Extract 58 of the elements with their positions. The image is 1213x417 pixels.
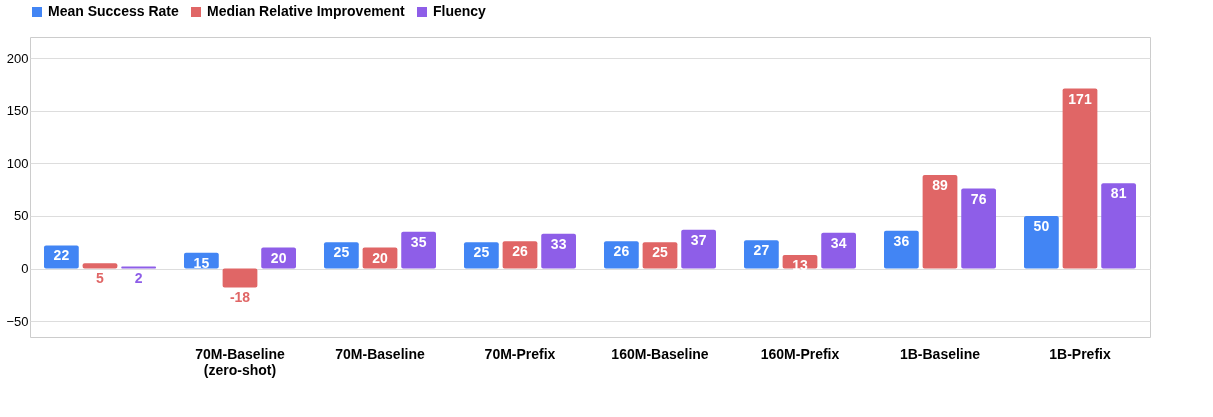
y-tick-label: 50 [14, 208, 29, 224]
data-label: 50 [1033, 217, 1050, 234]
bar [884, 230, 919, 269]
bar [604, 241, 639, 269]
x-tick-label: 160M-Baseline [611, 345, 709, 362]
bar [222, 268, 258, 288]
legend-label: Fluency [433, 3, 487, 19]
data-label: 20 [270, 249, 287, 266]
bar [121, 266, 156, 269]
data-label: 25 [652, 244, 668, 261]
data-label: 33 [550, 235, 567, 252]
legend-label: Median Relative Improvement [207, 3, 405, 19]
bar [961, 188, 996, 269]
bar [324, 242, 359, 269]
y-tick-label: 150 [6, 103, 29, 119]
data-label: 35 [410, 233, 427, 250]
data-label: -18 [229, 288, 251, 305]
bar [464, 242, 499, 269]
data-label: 34 [830, 234, 847, 251]
data-label: 26 [613, 243, 630, 260]
data-label: 37 [690, 231, 707, 248]
data-label: 22 [53, 247, 70, 264]
data-label: 15 [193, 254, 210, 271]
y-tick-label: 200 [6, 50, 29, 66]
bar [922, 174, 958, 269]
data-label: 81 [1110, 185, 1127, 202]
x-tick-label: 70M-Baseline (zero-shot) [195, 345, 285, 378]
bar [744, 240, 779, 269]
data-label: 25 [473, 244, 490, 261]
x-tick-label: 1B-Baseline [899, 345, 981, 362]
bar [1101, 183, 1136, 269]
bar [821, 232, 856, 269]
data-label: 76 [970, 190, 987, 207]
data-label: 13 [792, 256, 808, 273]
bar [1024, 215, 1059, 269]
y-tick-label: 0 [21, 261, 29, 277]
data-label: 5 [96, 269, 105, 286]
bar [681, 229, 716, 269]
x-tick-label: 70M-Baseline [335, 345, 425, 362]
y-tick-label: 100 [6, 155, 29, 171]
y-tick-label: −50 [6, 313, 29, 329]
data-label: 25 [333, 244, 350, 261]
x-tick-label: 160M-Prefix [760, 345, 840, 362]
bar [82, 263, 118, 269]
x-tick-label: 70M-Prefix [484, 345, 556, 362]
bar [1062, 88, 1098, 269]
bar [401, 231, 436, 269]
data-label: 20 [372, 249, 388, 266]
data-label: 26 [512, 243, 528, 260]
bar [44, 245, 79, 269]
data-label: 27 [753, 242, 770, 259]
data-label: 2 [134, 269, 143, 286]
data-label: 89 [932, 176, 948, 193]
legend-label: Mean Success Rate [48, 3, 179, 19]
data-label: 36 [893, 232, 910, 249]
x-tick-label: 1B-Prefix [1049, 345, 1111, 362]
bar [541, 233, 576, 269]
data-label: 171 [1068, 90, 1092, 107]
